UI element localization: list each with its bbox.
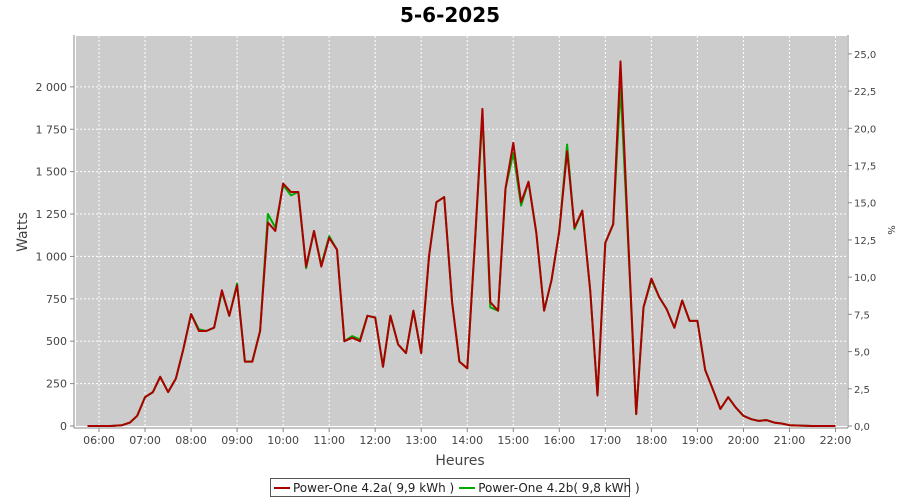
x-tick-label: 11:00: [313, 434, 345, 447]
x-tick-label: 22:00: [820, 434, 852, 447]
x-tick-label: 20:00: [728, 434, 760, 447]
x-tick-label: 08:00: [175, 434, 207, 447]
legend-item-series-b: Power-One 4.2b( 9,8 kWh ): [459, 480, 640, 495]
x-tick-label: 17:00: [589, 434, 621, 447]
y2-tick-label: 22,5: [854, 87, 876, 98]
y-tick-label: 1 750: [36, 123, 68, 136]
x-tick-label: 14:00: [451, 434, 483, 447]
x-tick-label: 18:00: [636, 434, 668, 447]
y-tick-label: 750: [46, 293, 67, 306]
x-tick-label: 12:00: [359, 434, 391, 447]
y2-tick-label: 0,0: [854, 422, 870, 433]
y2-tick-label: 5,0: [854, 348, 870, 359]
x-tick-label: 16:00: [543, 434, 575, 447]
x-tick-label: 06:00: [83, 434, 115, 447]
x-tick-label: 21:00: [774, 434, 806, 447]
y-tick-label: 1 250: [36, 208, 68, 221]
legend-swatch-series-b: [459, 486, 476, 489]
y-axis-label: Watts: [15, 212, 31, 252]
y2-tick-label: 15,0: [854, 199, 876, 210]
y-axis-ticks: 0 250 500 750 1 000 1 250 1 500 1 750 2 000: [36, 81, 74, 433]
y2-tick-label: 12,5: [854, 236, 876, 247]
y2-tick-label: 20,0: [854, 124, 876, 135]
y-tick-label: 500: [46, 335, 67, 348]
y2-tick-label: 2,5: [854, 385, 870, 396]
x-tick-label: 19:00: [682, 434, 714, 447]
y2-tick-label: 10,0: [854, 273, 876, 284]
series-line-a: [87, 60, 836, 427]
y2-tick-label: 25,0: [854, 50, 876, 61]
y-tick-label: 2 000: [36, 81, 68, 94]
legend-label-series-b: Power-One 4.2b( 9,8 kWh ): [478, 480, 640, 495]
x-tick-label: 15:00: [497, 434, 529, 447]
gridlines: [76, 36, 847, 426]
series-layer: [87, 60, 836, 427]
x-axis-ticks: 06:00 07:00 08:00 09:00 10:00 11:00 12:00 13:00…: [83, 428, 851, 447]
y-tick-label: 0: [60, 420, 67, 433]
y-tick-label: 1 500: [36, 166, 68, 179]
y2-axis-label: %: [885, 225, 896, 235]
legend: Power-One 4.2a( 9,9 kWh ) Power-One 4.2b…: [270, 478, 640, 497]
y2-axis-ticks: 0,0 2,5 5,0 7,5 10,0 12,5 15,0 17,5 20,0 22,5 25,0: [848, 50, 876, 433]
x-tick-label: 07:00: [129, 434, 161, 447]
legend-label-series-a: Power-One 4.2a( 9,9 kWh ): [293, 480, 455, 495]
y-tick-label: 250: [46, 378, 67, 391]
y2-tick-label: 7,5: [854, 310, 870, 321]
chart-title: 5-6-2025: [400, 3, 500, 27]
plot-area: [76, 36, 847, 426]
x-axis-label: Heures: [435, 453, 484, 469]
y2-tick-label: 17,5: [854, 162, 876, 173]
legend-item-series-a: Power-One 4.2a( 9,9 kWh ): [274, 481, 454, 495]
legend-swatch-series-a: [274, 486, 290, 489]
x-tick-label: 10:00: [267, 434, 299, 447]
x-tick-label: 13:00: [405, 434, 437, 447]
x-tick-label: 09:00: [221, 434, 253, 447]
y-tick-label: 1 000: [36, 250, 68, 263]
